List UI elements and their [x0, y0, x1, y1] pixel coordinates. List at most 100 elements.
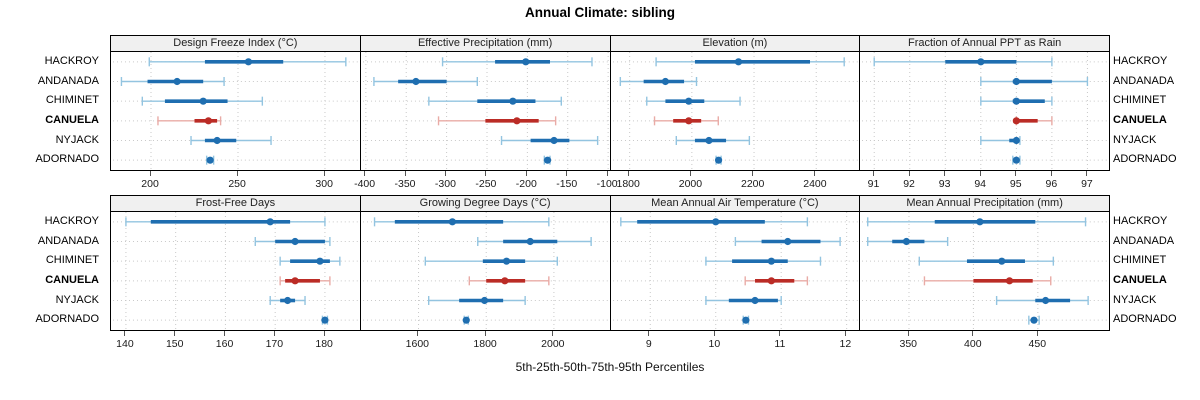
series-canuela	[157, 116, 222, 126]
series-canuela	[468, 276, 550, 286]
axis-tick-label: 2000	[541, 338, 565, 350]
series-nyjack	[269, 296, 306, 305]
panel-x-axis: -400 -350 -300 -250 -200 -150 -100	[354, 171, 618, 193]
gridlines	[362, 212, 608, 330]
series-hackroy	[373, 217, 550, 227]
gridlines	[112, 212, 358, 330]
axis-tick	[444, 171, 446, 176]
axis-tick	[484, 331, 486, 336]
panel-growing-degree-days: Growing Degree Days (°C) 1600 1800 2000	[359, 195, 611, 353]
series-andanada	[372, 77, 478, 86]
gridlines	[362, 52, 609, 170]
site-label-chiminet: CHIMINET	[1113, 94, 1167, 107]
axis-tick-label: 180	[315, 338, 333, 350]
series-canuela	[743, 276, 808, 286]
panel-strip-title: Mean Annual Air Temperature (°C)	[609, 195, 861, 212]
axis-tick-label: -250	[475, 178, 497, 190]
site-label-canuela: CANUELA	[45, 273, 99, 286]
panel-mean-annual-air-temperature: Mean Annual Air Temperature (°C) 9 10 11 12	[609, 195, 861, 353]
axis-tick-label: 10	[708, 338, 721, 350]
series-adornado	[741, 315, 749, 325]
series-andanada	[120, 77, 225, 86]
series-hackroy	[867, 217, 1087, 227]
axis-tick-label: 300	[315, 178, 333, 190]
panel-x-axis: 1800 2000 2200 2400	[610, 171, 861, 193]
axis-tick	[404, 171, 406, 176]
axis-tick	[752, 171, 754, 176]
site-label-chiminet: CHIMINET	[1113, 254, 1167, 267]
axis-tick	[648, 331, 650, 336]
site-label-canuela: CANUELA	[45, 113, 99, 126]
panel-row-top: Design Freeze Index (°C) 200 250 300 Effec…	[110, 35, 1110, 193]
panel-x-axis: 350 400 450	[859, 331, 1110, 353]
axis-tick	[713, 331, 715, 336]
axis-tick	[908, 171, 910, 176]
site-label-adornado: ADORNADO	[1113, 313, 1177, 326]
site-label-andanada: ANDANADA	[1113, 234, 1175, 247]
axis-tick	[236, 171, 238, 176]
axis-tick-label: 1800	[616, 178, 640, 190]
axis-tick	[552, 331, 554, 336]
series-nyjack	[980, 136, 1021, 145]
axis-tick	[1050, 171, 1052, 176]
series-adornado	[714, 155, 722, 165]
series-hackroy	[441, 57, 593, 67]
panel-strip-title: Growing Degree Days (°C)	[359, 195, 611, 212]
series-canuela	[653, 116, 719, 126]
site-label-hackroy: HACKROY	[1113, 214, 1168, 227]
axis-tick	[606, 171, 608, 176]
chart-title: Annual Climate: sibling	[524, 5, 675, 20]
axis-tick-label: -300	[434, 178, 456, 190]
axis-tick	[972, 331, 974, 336]
axis-tick-label: 11	[774, 338, 786, 350]
series-hackroy	[148, 57, 347, 67]
panel-x-axis: 91 92 93 94 95 96 97	[859, 171, 1110, 193]
site-label-hackroy: HACKROY	[1113, 54, 1168, 67]
axis-tick-label: 350	[899, 338, 918, 350]
axis-tick-label: -400	[354, 178, 376, 190]
axis-tick-label: 94	[974, 178, 987, 190]
series-adornado	[321, 315, 329, 325]
axis-tick	[1036, 331, 1038, 336]
panel-mean-annual-precipitation: Mean Annual Precipitation (mm) 350 400 450	[859, 195, 1110, 353]
series-chiminet	[704, 256, 821, 266]
panel-x-axis: 1600 1800 2000	[360, 331, 611, 353]
gridlines	[862, 52, 1108, 170]
gridlines	[612, 52, 858, 170]
site-label-chiminet: CHIMINET	[45, 94, 99, 107]
axis-tick	[979, 171, 981, 176]
site-labels-left-top: HACKROY ANDANADA CHIMINET CANUELA NYJACK ADOR…	[0, 52, 104, 170]
site-label-hackroy: HACKROY	[44, 54, 99, 67]
panel-x-axis: 200 250 300	[110, 171, 361, 193]
series-canuela	[1013, 116, 1053, 126]
axis-tick	[814, 171, 816, 176]
panel-strip-title: Elevation (m)	[609, 35, 861, 52]
series-chiminet	[427, 96, 562, 106]
panel-frost-free-days: Frost-Free Days 140 150 160 170 180	[110, 195, 361, 353]
series-chiminet	[645, 96, 741, 106]
series-adornado	[543, 155, 551, 165]
panel-x-axis: 9 10 11 12	[610, 331, 861, 353]
site-label-andanada: ANDANADA	[37, 74, 99, 87]
site-label-andanada: ANDANADA	[37, 234, 99, 247]
panel-plot	[612, 52, 858, 170]
axis-tick-label: 1600	[405, 338, 430, 350]
panel-fraction-ppt-rain: Fraction of Annual PPT as Rain 91 92 93 94 9…	[859, 35, 1110, 193]
panel-plot	[112, 212, 358, 330]
site-label-hackroy: HACKROY	[44, 214, 99, 227]
site-label-adornado: ADORNADO	[35, 313, 99, 326]
axis-tick-label: 160	[215, 338, 234, 350]
site-labels-right-bottom: HACKROY ANDANADA CHIMINET CANUELA NYJACK ADOR…	[1113, 212, 1200, 330]
series-andanada	[254, 237, 331, 246]
axis-tick-label: 2400	[803, 178, 827, 190]
axis-tick-label: 140	[116, 338, 134, 350]
panel-x-axis: 140 150 160 170 180	[110, 331, 361, 353]
axis-tick	[844, 331, 846, 336]
site-label-nyjack: NYJACK	[1113, 293, 1157, 306]
series-adornado	[205, 155, 215, 165]
series-chiminet	[980, 96, 1053, 106]
site-labels-right-top: HACKROY ANDANADA CHIMINET CANUELA NYJACK ADOR…	[1113, 52, 1200, 170]
axis-tick-label: 250	[228, 178, 246, 190]
axis-tick-label: 97	[1081, 178, 1093, 190]
series-nyjack	[427, 296, 526, 305]
